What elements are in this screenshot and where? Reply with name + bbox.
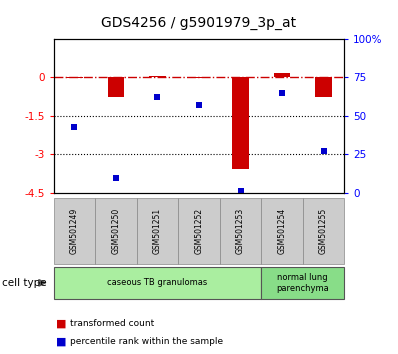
Bar — [149, 76, 166, 78]
Text: GSM501252: GSM501252 — [195, 208, 203, 254]
Text: GSM501249: GSM501249 — [70, 208, 79, 254]
Bar — [274, 73, 290, 78]
Text: GSM501255: GSM501255 — [319, 208, 328, 254]
Text: normal lung
parenchyma: normal lung parenchyma — [276, 273, 329, 292]
Text: ■: ■ — [56, 337, 66, 347]
Bar — [232, 78, 249, 169]
Text: GSM501250: GSM501250 — [111, 208, 121, 254]
Text: transformed count: transformed count — [70, 319, 154, 329]
Text: caseous TB granulomas: caseous TB granulomas — [107, 278, 208, 287]
Text: ■: ■ — [56, 319, 66, 329]
Text: GSM501254: GSM501254 — [277, 208, 287, 254]
Text: GDS4256 / g5901979_3p_at: GDS4256 / g5901979_3p_at — [101, 16, 297, 30]
Bar — [66, 78, 83, 79]
Text: percentile rank within the sample: percentile rank within the sample — [70, 337, 223, 346]
Text: GSM501251: GSM501251 — [153, 208, 162, 254]
Text: GSM501253: GSM501253 — [236, 208, 245, 254]
Bar — [108, 78, 124, 97]
Bar — [315, 78, 332, 97]
Text: cell type: cell type — [2, 278, 47, 288]
